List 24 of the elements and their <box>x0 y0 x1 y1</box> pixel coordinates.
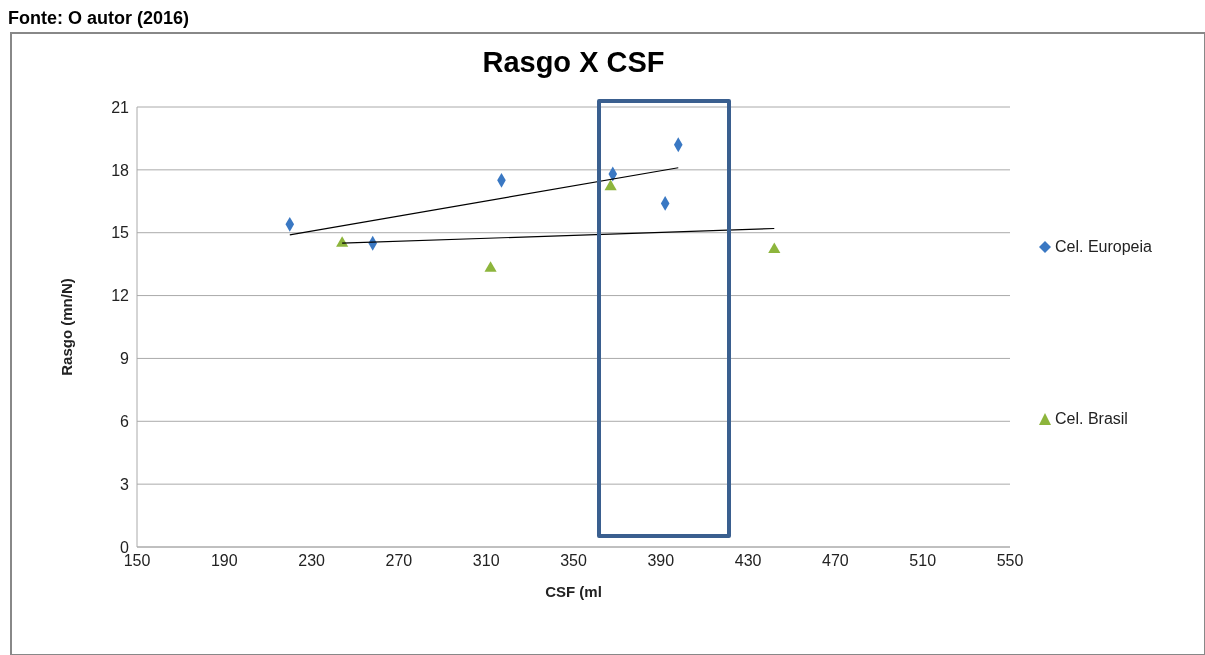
legend-label: Cel. Europeia <box>1054 238 1152 256</box>
x-tick-label: 310 <box>472 552 500 570</box>
y-tick-label: 3 <box>120 475 130 493</box>
y-tick-label: 21 <box>111 98 130 116</box>
x-tick-label: 510 <box>909 552 937 570</box>
y-tick-label: 18 <box>111 161 130 179</box>
x-tick-label: 390 <box>647 552 675 570</box>
x-tick-label: 230 <box>298 552 326 570</box>
source-note: Fonte: O autor (2016) <box>8 8 190 29</box>
x-tick-label: 430 <box>734 552 762 570</box>
x-tick-label: 470 <box>822 552 849 570</box>
y-tick-label: 15 <box>111 224 130 242</box>
x-tick-label: 270 <box>385 552 413 570</box>
chart-title: Rasgo X CSF <box>481 46 666 79</box>
legend-label: Cel. Brasil <box>1054 410 1128 428</box>
y-tick-label: 6 <box>120 412 130 430</box>
x-tick-label: 350 <box>560 552 587 570</box>
y-tick-label: 9 <box>120 350 130 368</box>
y-tick-label: 12 <box>111 287 130 305</box>
x-tick-label: 150 <box>123 552 151 570</box>
x-axis-title: CSF (ml <box>545 583 602 600</box>
y-axis-title: Rasgo (mn/N) <box>58 278 76 376</box>
x-tick-label: 550 <box>996 552 1024 570</box>
x-tick-label: 190 <box>210 552 238 570</box>
